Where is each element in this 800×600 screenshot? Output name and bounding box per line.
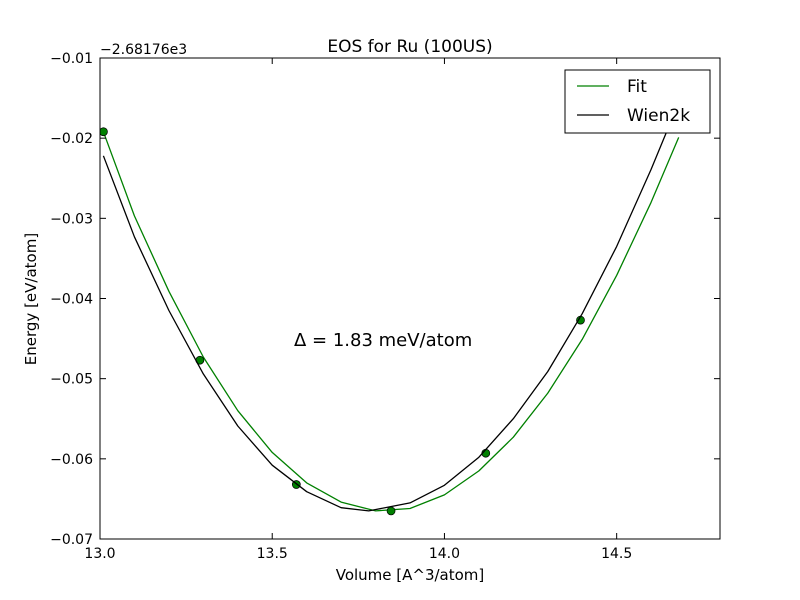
y-tick-label: −0.07	[50, 532, 93, 548]
y-tick-label: −0.04	[50, 292, 93, 308]
y-axis-label: Energy [eV/atom]	[22, 233, 40, 365]
x-tick-label: 14.0	[429, 546, 460, 562]
series-line-wien2k	[102, 127, 669, 512]
legend-label-fit: Fit	[627, 77, 647, 97]
legend-box	[564, 69, 711, 134]
x-tick-label: 14.5	[601, 546, 632, 562]
delta-annotation: Δ = 1.83 meV/atom	[294, 330, 472, 351]
chart-title: EOS for Ru (100US)	[327, 37, 492, 57]
y-tick-label: −0.02	[50, 131, 93, 147]
x-tick-label: 13.5	[257, 546, 288, 562]
x-tick-label: 13.0	[84, 546, 115, 562]
data-point-fit	[100, 127, 108, 137]
y-tick-label: −0.03	[50, 211, 93, 227]
legend: Fit Wien2k	[564, 69, 711, 134]
data-point-fit	[386, 506, 396, 516]
series-layer	[100, 127, 680, 516]
y-tick-label: −0.06	[50, 452, 93, 468]
x-axis-label: Volume [A^3/atom]	[336, 566, 485, 584]
x-axis: 13.0 13.5 14.0 14.5	[84, 58, 632, 562]
y-tick-label: −0.05	[50, 372, 93, 388]
y-offset-label: −2.68176e3	[100, 42, 187, 58]
legend-label-wien2k: Wien2k	[627, 106, 690, 126]
y-axis: −0.07 −0.06 −0.05 −0.04 −0.03 −0.02 −0.01	[50, 51, 720, 548]
y-tick-label: −0.01	[50, 51, 93, 67]
